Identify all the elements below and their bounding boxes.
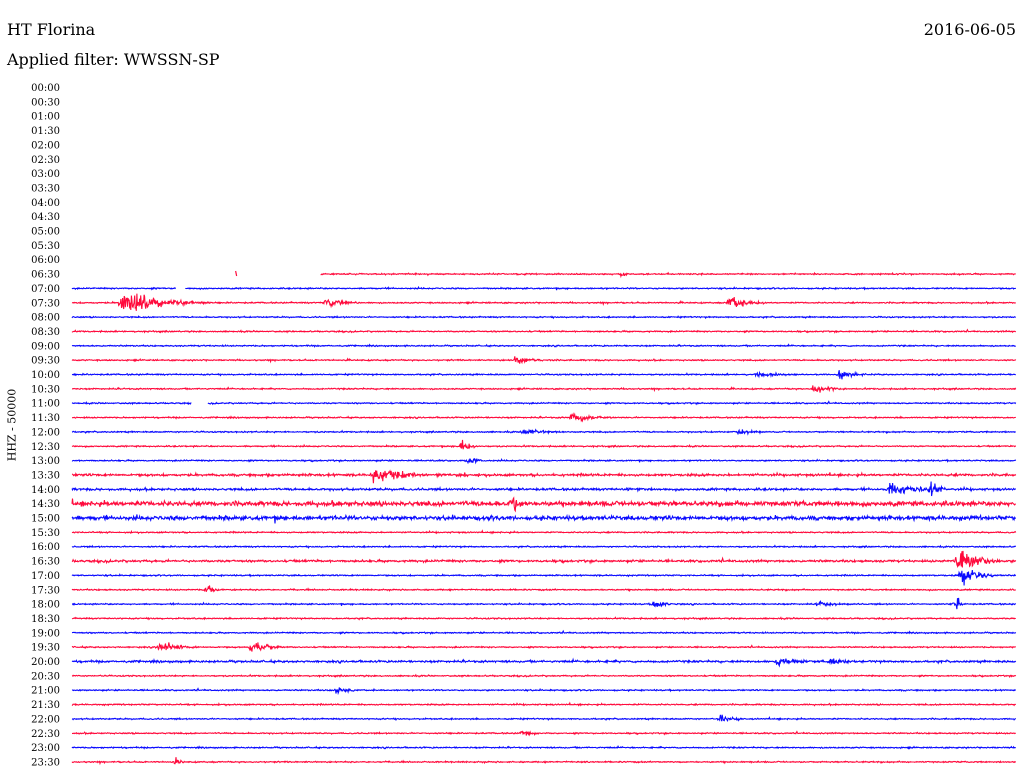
time-label-1300: 13:00: [31, 456, 60, 467]
trace-0800: [71, 314, 1016, 320]
time-label-1530: 15:30: [31, 528, 60, 539]
trace-2030: [71, 673, 1017, 679]
time-label-0100: 01:00: [31, 112, 60, 123]
trace-1630: [71, 550, 1017, 569]
time-label-1400: 14:00: [31, 485, 60, 496]
trace-0900: [71, 343, 1016, 348]
time-label-0000: 00:00: [31, 83, 60, 94]
time-label-1430: 14:30: [31, 499, 60, 510]
time-label-0500: 05:00: [31, 227, 60, 238]
date-label: 2016-06-05: [923, 20, 1016, 39]
time-label-1800: 18:00: [31, 600, 60, 611]
trace-0730: [71, 293, 1016, 311]
trace-1030: [71, 385, 1017, 393]
time-label-1830: 18:30: [31, 614, 60, 625]
time-label-2200: 22:00: [31, 714, 60, 725]
time-label-0530: 05:30: [31, 241, 60, 252]
trace-1930: [71, 642, 1017, 652]
trace-fragment-0630: [235, 270, 238, 277]
trace-1100: [71, 400, 1017, 406]
time-label-1130: 11:30: [31, 413, 60, 424]
time-label-2030: 20:30: [31, 671, 60, 682]
trace-1130: [72, 412, 1017, 423]
time-label-2100: 21:00: [31, 686, 60, 697]
trace-1500: [71, 513, 1016, 524]
time-label-1930: 19:30: [31, 643, 60, 654]
trace-1400: [71, 481, 1017, 497]
time-label-0230: 02:30: [31, 155, 60, 166]
time-label-2000: 20:00: [31, 657, 60, 668]
time-label-0930: 09:30: [31, 356, 60, 367]
time-label-0130: 01:30: [31, 126, 60, 137]
trace-1000: [71, 370, 1016, 380]
time-label-1200: 12:00: [31, 427, 60, 438]
time-label-0600: 06:00: [31, 255, 60, 266]
trace-1600: [71, 544, 1017, 549]
time-label-1000: 10:00: [31, 370, 60, 381]
time-label-1700: 17:00: [31, 571, 60, 582]
time-label-0830: 08:30: [31, 327, 60, 338]
time-label-0800: 08:00: [31, 313, 60, 324]
time-label-1230: 12:30: [31, 442, 60, 453]
station-title: HT Florina: [7, 20, 96, 39]
time-label-2130: 21:30: [31, 700, 60, 711]
time-label-1330: 13:30: [31, 470, 60, 481]
time-label-1900: 19:00: [31, 628, 60, 639]
time-label-1500: 15:00: [31, 514, 60, 525]
time-label-0400: 04:00: [31, 198, 60, 209]
trace-1330: [71, 469, 1017, 484]
trace-0700: [71, 285, 1017, 291]
time-label-1100: 11:00: [31, 399, 60, 410]
time-label-0700: 07:00: [31, 284, 60, 295]
time-label-0430: 04:30: [31, 212, 60, 223]
trace-1730: [71, 585, 1017, 593]
time-labels: 00:00 00:30 01:00 01:30 02:00 02:30 03:00 03:30…: [31, 83, 60, 768]
time-label-0030: 00:30: [31, 97, 60, 108]
trace-1800: [72, 597, 1016, 610]
time-label-2330: 23:30: [31, 757, 60, 768]
trace-2200: [71, 714, 1016, 723]
trace-2230: [72, 730, 1016, 737]
trace-1830: [71, 616, 1016, 621]
time-label-0900: 09:00: [31, 341, 60, 352]
trace-1530: [71, 529, 1017, 535]
trace-1700: [71, 570, 1017, 586]
time-label-0730: 07:30: [31, 298, 60, 309]
trace-1200: [71, 428, 1016, 436]
trace-2300: [71, 745, 1016, 750]
traces: [71, 270, 1017, 766]
trace-0630: [320, 271, 1016, 279]
trace-2100: [71, 687, 1017, 696]
trace-0930: [71, 356, 1017, 365]
time-label-0200: 02:00: [31, 140, 60, 151]
time-label-0300: 03:00: [31, 169, 60, 180]
trace-2000: [71, 657, 1017, 668]
time-label-0330: 03:30: [31, 183, 60, 194]
trace-1900: [71, 629, 1017, 636]
time-label-1630: 16:30: [31, 557, 60, 568]
trace-1230: [71, 439, 1017, 450]
time-label-1730: 17:30: [31, 585, 60, 596]
trace-2130: [71, 701, 1017, 707]
time-label-0630: 06:30: [31, 270, 60, 281]
trace-1300: [71, 457, 1017, 465]
time-label-1600: 16:00: [31, 542, 60, 553]
time-label-2230: 22:30: [31, 729, 60, 740]
time-label-2300: 23:00: [31, 743, 60, 754]
filter-label: Applied filter: WWSSN-SP: [7, 50, 220, 69]
time-label-1030: 10:30: [31, 384, 60, 395]
trace-0830: [71, 328, 1017, 334]
trace-1430: [71, 496, 1016, 513]
trace-2330: [71, 757, 1017, 766]
